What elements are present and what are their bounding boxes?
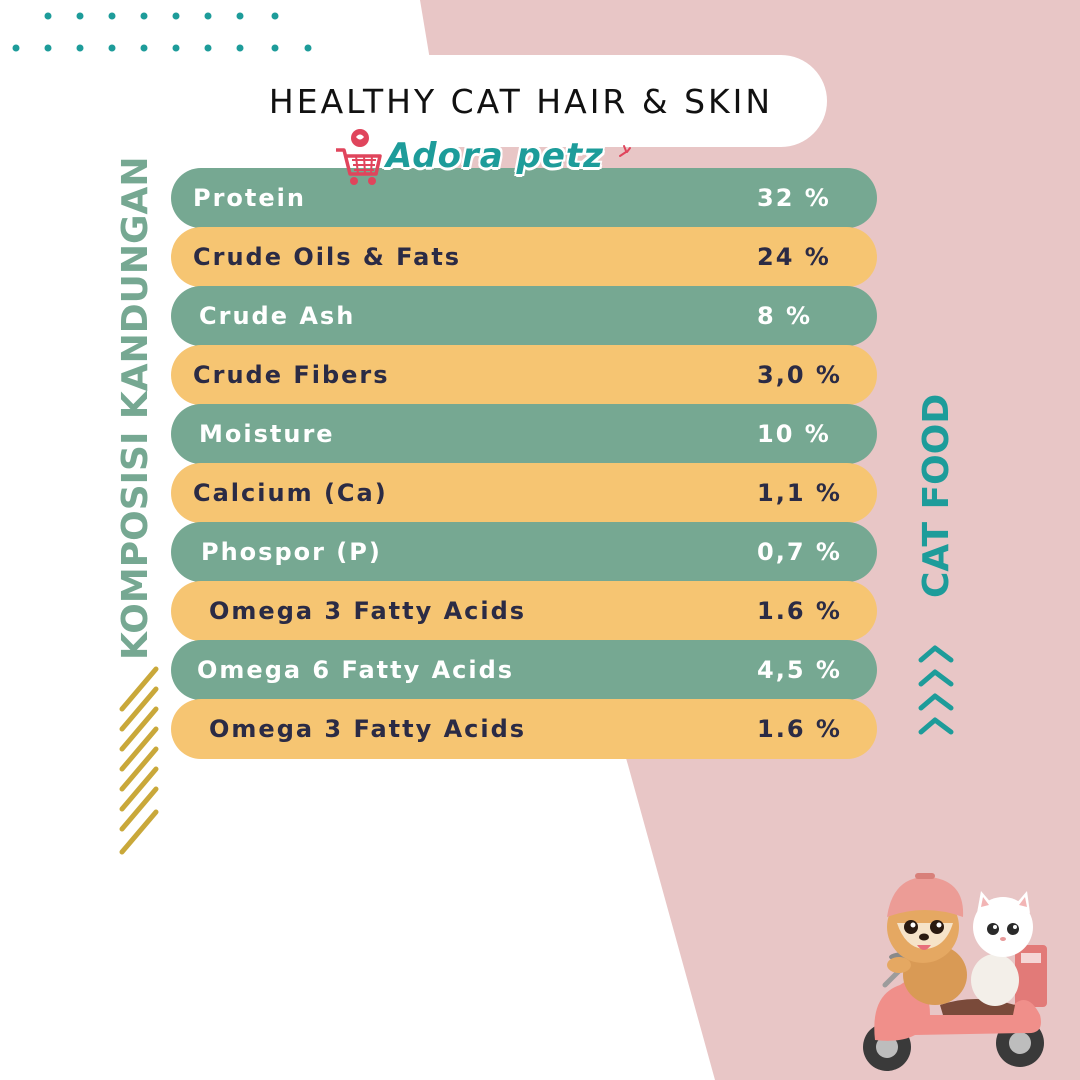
nutrient-label: Phospor (P) <box>201 538 382 566</box>
nutrient-label: Omega 3 Fatty Acids <box>209 597 527 625</box>
nutrient-row: Omega 3 Fatty Acids 1.6 % <box>171 581 877 641</box>
nutrient-row: Moisture 10 % <box>171 404 877 464</box>
nutrient-row: Crude Fibers 3,0 % <box>171 345 877 405</box>
dot-pattern <box>12 12 312 52</box>
nutrient-value: 10 % <box>757 420 831 448</box>
cat-food-side-label: CAT FOOD <box>916 393 957 598</box>
nutrient-row: Omega 6 Fatty Acids 4,5 % <box>171 640 877 700</box>
nutrient-label: Calcium (Ca) <box>193 479 388 507</box>
brand-logo: Adora petz <box>332 128 632 198</box>
brand-name: Adora petz <box>386 136 604 176</box>
nutrient-row: Crude Ash 8 % <box>171 286 877 346</box>
nutrient-row: Calcium (Ca) 1,1 % <box>171 463 877 523</box>
nutrient-label: Crude Oils & Fats <box>193 243 462 271</box>
nutrient-table: Protein 32 % Crude Oils & Fats 24 % Crude As… <box>171 168 877 759</box>
nutrient-row: Protein 32 % <box>171 168 877 228</box>
nutrient-value: 1.6 % <box>757 597 842 625</box>
nutrient-label: Protein <box>193 184 306 212</box>
page-title: HEALTHY CAT HAIR & SKIN <box>268 81 774 121</box>
nutrient-value: 1,1 % <box>757 479 842 507</box>
nutrient-row: Omega 3 Fatty Acids 1.6 % <box>171 699 877 759</box>
nutrient-value: 32 % <box>757 184 831 212</box>
nutrient-label: Omega 3 Fatty Acids <box>209 715 527 743</box>
nutrient-label: Moisture <box>199 420 335 448</box>
composition-side-label: KOMPOSISI KANDUNGAN <box>115 156 156 660</box>
nutrient-row: Crude Oils & Fats 24 % <box>171 227 877 287</box>
nutrient-label: Crude Ash <box>199 302 356 330</box>
nutrient-value: 0,7 % <box>757 538 842 566</box>
nutrient-value: 4,5 % <box>757 656 842 684</box>
chevron-right-icon <box>918 645 954 735</box>
nutrient-label: Omega 6 Fatty Acids <box>197 656 515 684</box>
sparkle-icon <box>619 145 631 157</box>
title-banner: HEALTHY CAT HAIR & SKIN <box>215 55 827 147</box>
slash-lines-decoration <box>119 666 159 855</box>
shopping-cart-icon <box>336 129 382 185</box>
nutrient-label: Crude Fibers <box>193 361 390 389</box>
nutrient-value: 8 % <box>757 302 813 330</box>
nutrient-value: 1.6 % <box>757 715 842 743</box>
nutrient-value: 3,0 % <box>757 361 842 389</box>
dog-and-cat-scooter-illustration <box>863 873 1047 1071</box>
nutrient-row: Phospor (P) 0,7 % <box>171 522 877 582</box>
nutrient-value: 24 % <box>757 243 831 271</box>
